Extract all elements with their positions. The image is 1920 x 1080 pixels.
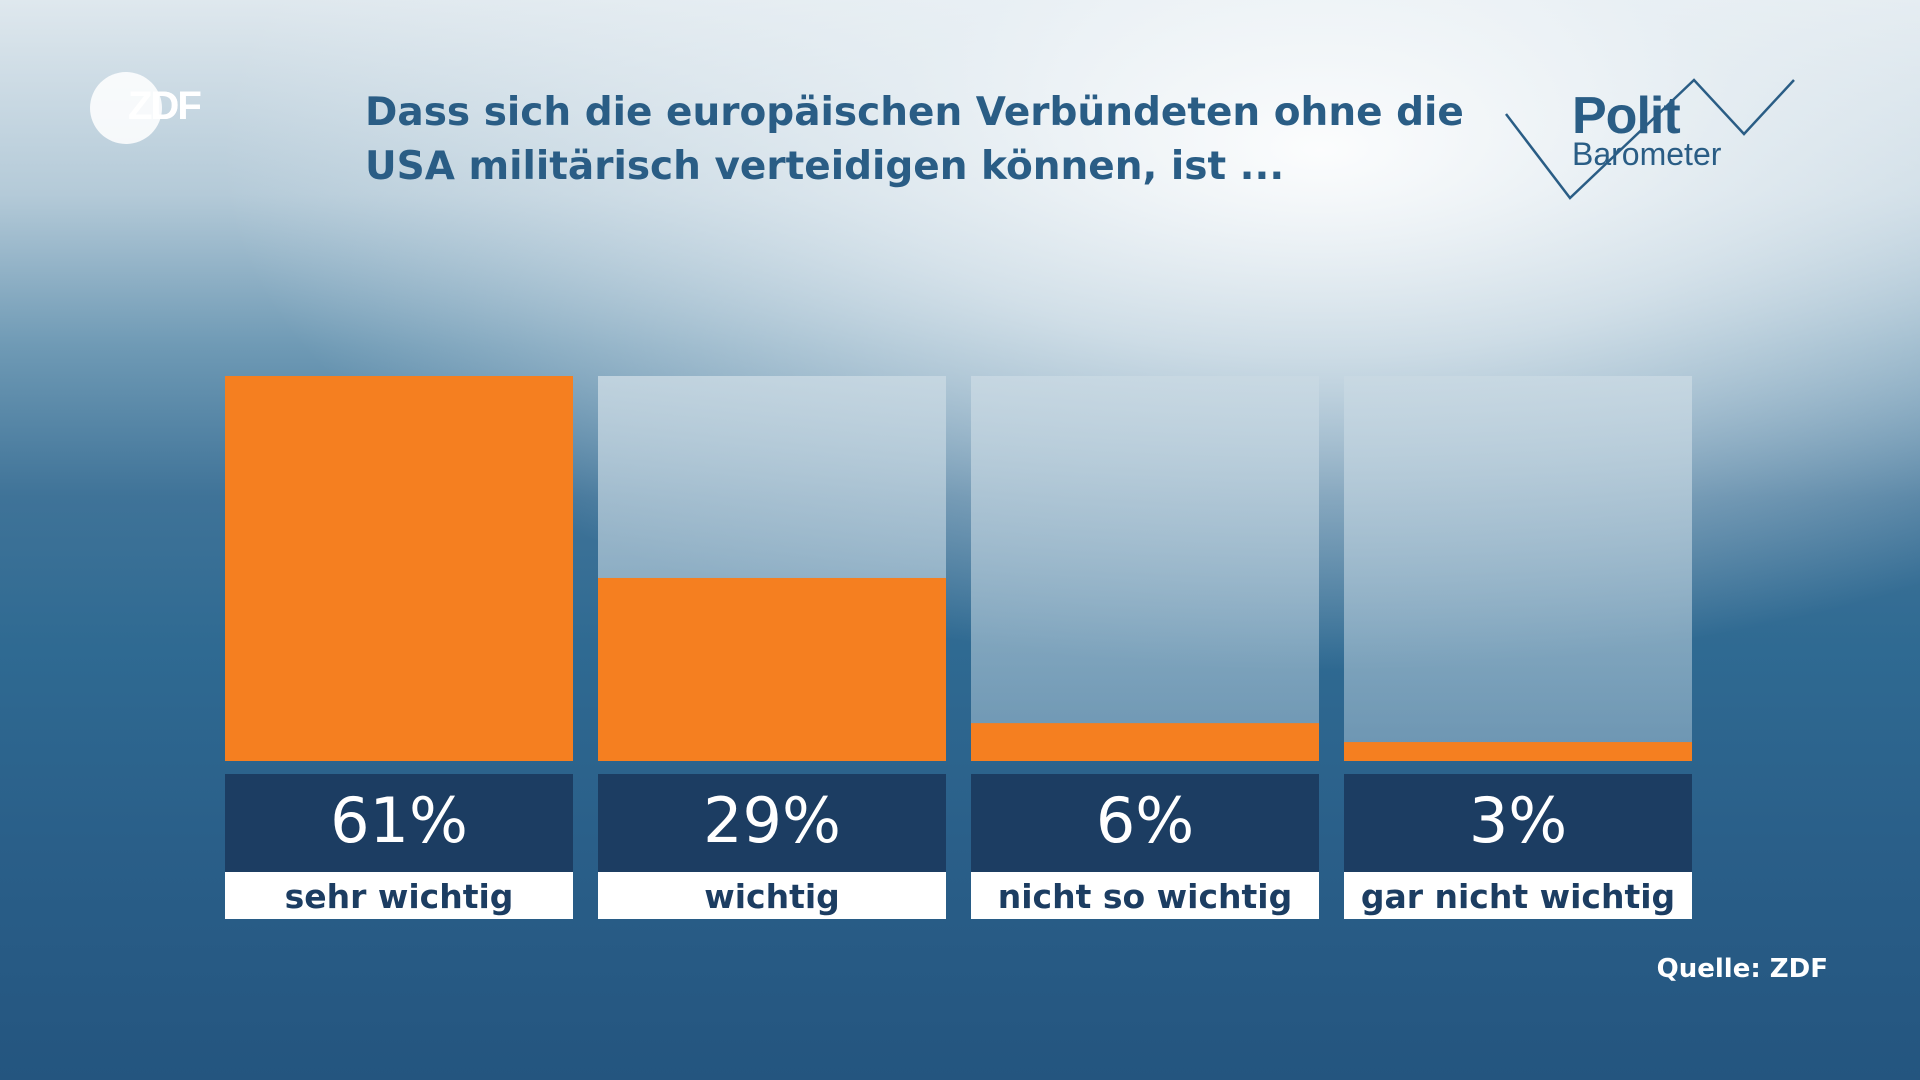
category-label: gar nicht wichtig (1361, 877, 1675, 916)
zdf-logo: ZDF (90, 72, 230, 144)
source-note: Quelle: ZDF (1656, 954, 1828, 984)
bar-track (971, 376, 1319, 761)
value-box (225, 774, 573, 872)
politbarometer-logo-line2: Barometer (1572, 136, 1722, 172)
value-label: 3% (1469, 784, 1567, 857)
bar (1344, 742, 1692, 761)
category-box (225, 872, 573, 919)
bar (225, 376, 573, 761)
bar (598, 577, 946, 761)
politbarometer-logo: Polit Barometer (1500, 74, 1800, 204)
bar-track (1344, 376, 1692, 761)
category-label: wichtig (704, 877, 840, 916)
category-box (1344, 872, 1692, 919)
chart-title: Dass sich die europäischen Verbündeten o… (365, 90, 1464, 189)
value-label: 29% (703, 784, 841, 857)
barometer-line-icon (1505, 78, 1795, 200)
category-box (598, 872, 946, 919)
category-box (971, 872, 1319, 919)
category-label: sehr wichtig (285, 877, 514, 916)
value-label: 61% (330, 784, 468, 857)
politbarometer-logo-line1: Polit (1572, 87, 1681, 145)
value-label: 6% (1096, 784, 1194, 857)
value-box (1344, 774, 1692, 872)
bar (971, 723, 1319, 761)
category-label: nicht so wichtig (998, 877, 1293, 916)
value-box (598, 774, 946, 872)
value-box (971, 774, 1319, 872)
zdf-logo-circle (90, 72, 162, 144)
zdf-logo-text: ZDF (128, 84, 202, 128)
